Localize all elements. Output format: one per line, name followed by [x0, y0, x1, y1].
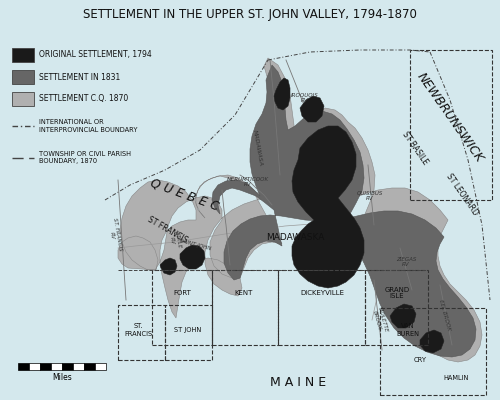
Polygon shape [180, 245, 205, 269]
Polygon shape [390, 304, 416, 328]
Bar [380, 308, 486, 395]
Text: ZIEGAS
RV: ZIEGAS RV [396, 257, 416, 267]
Bar [365, 270, 428, 345]
Text: MERUMTICOOK
RV: MERUMTICOOK RV [227, 177, 269, 187]
Text: CRY: CRY [414, 357, 426, 363]
Bar [212, 270, 278, 345]
Bar [51, 363, 62, 370]
Bar [73, 363, 84, 370]
Text: VIOLETTE
BROOK: VIOLETTE BROOK [372, 306, 388, 334]
Bar [29, 363, 40, 370]
Bar [12, 48, 34, 62]
Text: DICKEYVILLE: DICKEYVILLE [300, 290, 344, 296]
Text: M A I N E: M A I N E [270, 376, 326, 388]
Text: TOWNSHIP OR CIVIL PARISH
BOUNDARY, 1870: TOWNSHIP OR CIVIL PARISH BOUNDARY, 1870 [39, 152, 131, 164]
Text: SETTLEMENT IN THE UPPER ST. JOHN VALLEY, 1794-1870: SETTLEMENT IN THE UPPER ST. JOHN VALLEY,… [83, 8, 417, 21]
Polygon shape [420, 330, 444, 353]
Text: LITTLE
RV: LITTLE RV [168, 230, 182, 250]
Text: ST BASILE: ST BASILE [400, 130, 430, 166]
Text: KENT: KENT [235, 290, 253, 296]
Text: ST FRANCIS: ST FRANCIS [146, 215, 190, 245]
Text: NEWBRUNSWICK: NEWBRUNSWICK [414, 71, 486, 165]
Text: VAN
BUREN: VAN BUREN [396, 324, 419, 336]
Text: HAMLIN: HAMLIN [444, 375, 468, 381]
Text: SETTLEMENT C.Q. 1870: SETTLEMENT C.Q. 1870 [39, 94, 128, 104]
Text: INTERNATIONAL OR
INTERPROVINCIAL BOUNDARY: INTERNATIONAL OR INTERPROVINCIAL BOUNDAR… [39, 120, 138, 132]
Bar [12, 70, 34, 84]
Bar [12, 92, 34, 106]
Bar [165, 305, 212, 360]
Bar [118, 305, 165, 360]
Bar [18, 363, 29, 370]
Text: MADAWASA: MADAWASA [252, 129, 264, 167]
Text: ST.
FRANCIS: ST. FRANCIS [124, 324, 152, 336]
Polygon shape [160, 258, 177, 275]
Bar [95, 363, 106, 370]
Polygon shape [274, 78, 290, 110]
Polygon shape [300, 96, 324, 122]
Text: Miles: Miles [52, 373, 72, 382]
Text: MADAWASKA: MADAWASKA [266, 234, 324, 242]
Text: Q U E B E C: Q U E B E C [149, 176, 221, 214]
Text: ST LEONARD: ST LEONARD [444, 172, 480, 218]
Bar [62, 363, 73, 370]
Text: ST. FRANCIS
RV: ST. FRANCIS RV [107, 218, 123, 252]
Text: QUISIBUS
RV: QUISIBUS RV [357, 190, 383, 202]
Text: FORT: FORT [173, 290, 191, 296]
Text: ST JOHN: ST JOHN [174, 327, 202, 333]
Bar [278, 270, 365, 345]
Bar [410, 50, 492, 200]
Text: GRAND
ISLE: GRAND ISLE [384, 286, 409, 300]
Bar [84, 363, 95, 370]
Text: EEL BROOK: EEL BROOK [438, 299, 452, 331]
Polygon shape [118, 58, 482, 362]
Bar [152, 270, 212, 345]
Polygon shape [292, 126, 364, 288]
Bar [40, 363, 51, 370]
Text: SAINT JOHN: SAINT JOHN [178, 238, 212, 252]
Text: SETTLEMENT IN 1831: SETTLEMENT IN 1831 [39, 72, 120, 82]
Text: IROQUOIS
RV: IROQUOIS RV [291, 93, 319, 103]
Text: ORIGINAL SETTLEMENT, 1794: ORIGINAL SETTLEMENT, 1794 [39, 50, 152, 60]
Polygon shape [212, 65, 476, 357]
